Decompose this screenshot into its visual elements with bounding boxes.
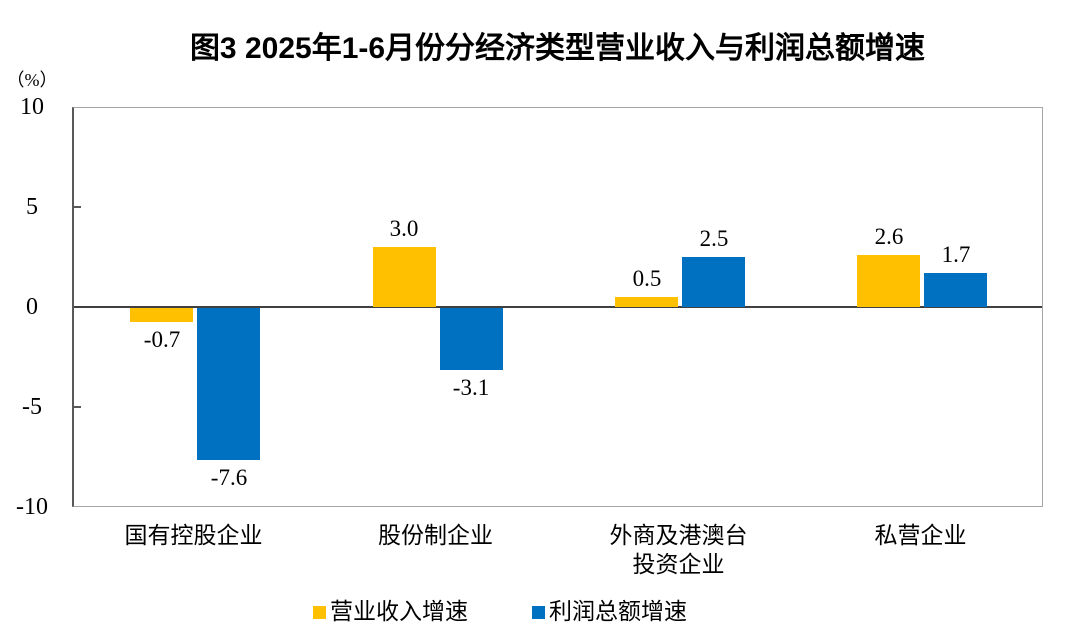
x-axis-category-label: 私营企业 — [874, 523, 967, 548]
x-axis-category-label: 国有控股企业 — [124, 523, 263, 548]
x-axis-category-label: 股份制企业 — [378, 523, 493, 548]
y-tick-label: -5 — [22, 394, 42, 420]
y-tick-label: 10 — [20, 94, 44, 120]
x-axis-category-label: 外商及港澳台 投资企业 — [609, 523, 748, 577]
bar-value-label: 1.7 — [941, 242, 971, 267]
bar-value-label: -3.1 — [452, 375, 490, 400]
legend-swatch-revenue — [313, 605, 326, 619]
legend: 营业收入增速 利润总额增速 — [313, 597, 687, 627]
bar-value-label: 0.5 — [632, 266, 662, 291]
zero-axis-line — [74, 306, 1042, 308]
plot-area: -0.7 -7.6 3.0 -3.1 0.5 2.5 2.6 1.7 — [72, 107, 1043, 507]
bar-revenue-0 — [130, 308, 193, 322]
bar-profit-3 — [924, 273, 987, 307]
y-tick-label: 5 — [26, 194, 38, 220]
bar-value-label: 3.0 — [389, 216, 419, 241]
bar-value-label: 2.6 — [874, 224, 904, 249]
legend-label: 营业收入增速 — [330, 599, 468, 624]
y-tick-label: -10 — [16, 494, 48, 520]
y-tick-label: 0 — [26, 294, 38, 320]
bar-value-label: -0.7 — [143, 327, 181, 352]
bar-revenue-1 — [373, 247, 436, 307]
bar-profit-2 — [682, 257, 745, 307]
y-tick-mark — [74, 206, 81, 208]
legend-swatch-profit — [532, 605, 545, 619]
legend-item-profit: 利润总额增速 — [532, 599, 687, 625]
bar-revenue-3 — [857, 255, 920, 307]
bar-profit-1 — [440, 308, 503, 370]
y-axis-unit-label: （%） — [6, 70, 58, 90]
legend-label: 利润总额增速 — [549, 599, 687, 624]
y-tick-mark — [74, 406, 81, 408]
bar-value-label: 2.5 — [699, 226, 729, 251]
bar-profit-0 — [197, 308, 260, 460]
chart-title: 图3 2025年1-6月份分经济类型营业收入与利润总额增速 — [189, 32, 926, 65]
legend-item-revenue: 营业收入增速 — [313, 599, 468, 625]
bar-revenue-2 — [615, 297, 678, 307]
bar-value-label: -7.6 — [210, 465, 248, 490]
